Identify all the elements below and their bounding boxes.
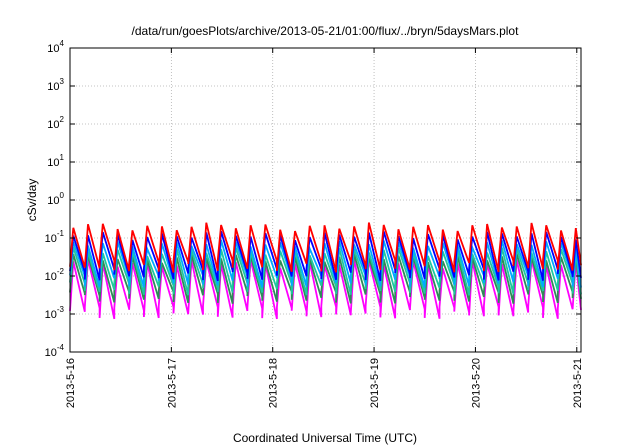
y-axis-label: cSv/day — [25, 179, 39, 222]
y-tick-label: 10-1 — [45, 229, 65, 245]
x-tick-label: 2013-5-18 — [268, 358, 280, 408]
x-tick-label: 2013-5-16 — [65, 358, 77, 408]
x-tick-labels: 2013-5-16 2013-5-17 2013-5-18 2013-5-19 2013… — [65, 48, 584, 408]
x-tick-label: 2013-5-20 — [470, 358, 482, 408]
x-axis-label: Coordinated Universal Time (UTC) — [233, 431, 417, 445]
y-tick-label: 104 — [47, 39, 64, 55]
x-tick-label: 2013-5-19 — [369, 358, 381, 408]
series-lines — [69, 222, 582, 320]
series-line — [69, 222, 582, 273]
y-tick-label: 10-2 — [45, 267, 65, 283]
y-tick-labels: 10-4 10-3 10-2 10-1 100 101 102 103 104 — [45, 39, 581, 359]
x-tick-label: 2013-5-21 — [572, 358, 584, 408]
y-tick-label: 100 — [47, 191, 64, 207]
grid — [69, 48, 581, 352]
chart-title: /data/run/goesPlots/archive/2013-05-21/0… — [132, 24, 520, 38]
y-tick-label: 101 — [47, 153, 64, 169]
y-tick-label: 102 — [47, 115, 64, 131]
x-tick-label: 2013-5-17 — [166, 358, 178, 408]
y-tick-label: 10-4 — [45, 343, 65, 359]
y-tick-label: 10-3 — [45, 305, 65, 321]
y-tick-label: 103 — [47, 77, 64, 93]
